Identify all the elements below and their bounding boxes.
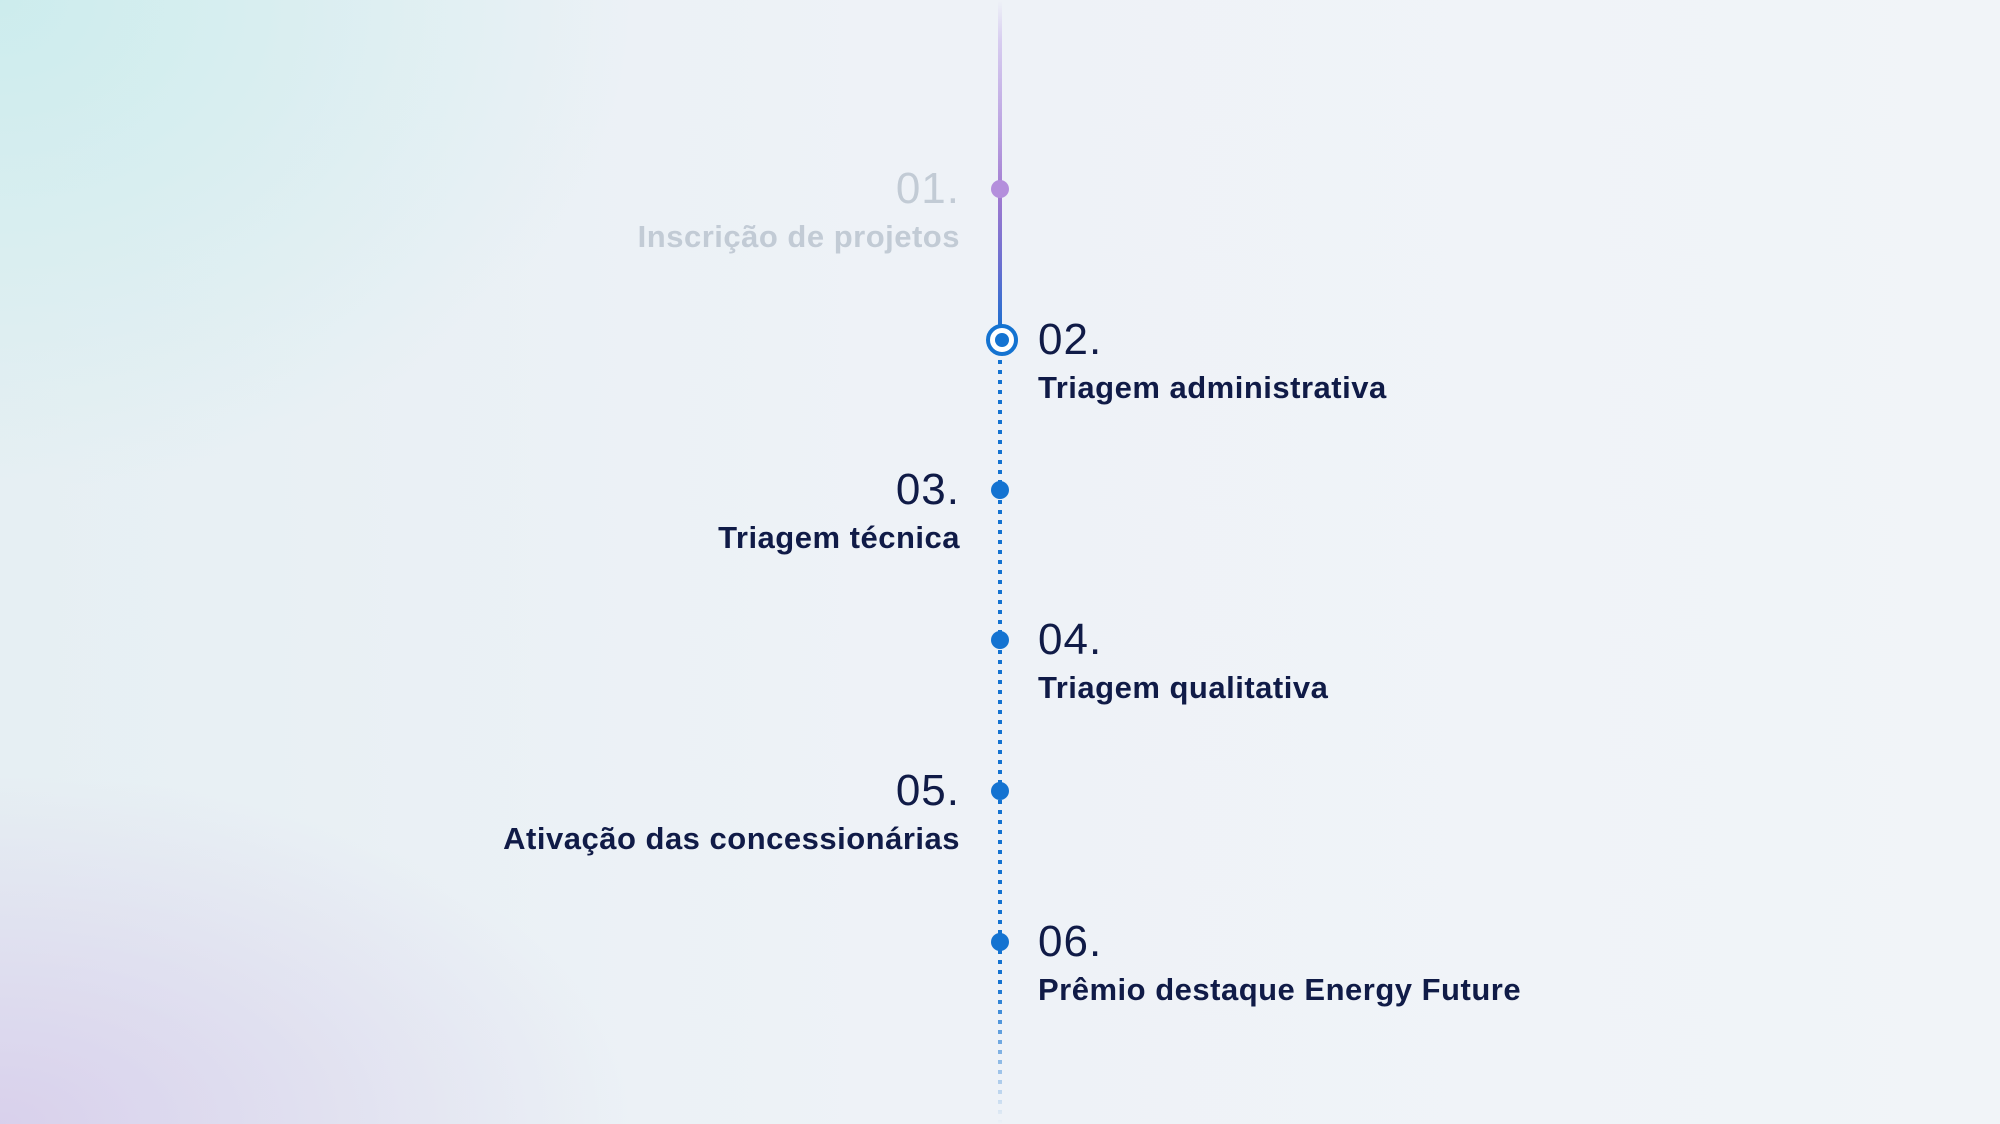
timeline-step-05: 05. Ativação das concessionárias [260,767,960,859]
step-label: Inscrição de projetos [637,219,960,254]
timeline-step-01: 01. Inscrição de projetos [260,165,960,257]
step-label: Prêmio destaque Energy Future [1038,972,1522,1007]
step-label: Triagem técnica [718,520,960,555]
step-number: 03. [895,465,960,514]
timeline-progress-line [998,0,1002,340]
step-number: 04. [1038,615,1103,664]
timeline-step-06: 06. Prêmio destaque Energy Future [1038,918,1738,1010]
step-06-marker [991,933,1009,951]
timeline-step-02: 02. Triagem administrativa [1038,316,1738,408]
step-number: 05. [895,766,960,815]
timeline-step-04: 04. Triagem qualitativa [1038,616,1738,708]
step-number: 02. [1038,315,1103,364]
timeline-step-03: 03. Triagem técnica [260,466,960,558]
step-03-marker [991,481,1009,499]
timeline-remaining-line [998,340,1002,1124]
step-01-marker [991,180,1009,198]
step-label: Triagem administrativa [1038,370,1387,405]
step-number: 06. [1038,917,1103,966]
step-04-marker [991,631,1009,649]
step-label: Ativação das concessionárias [503,821,960,856]
step-label: Triagem qualitativa [1038,670,1329,705]
step-02-current-marker [986,324,1018,356]
step-number: 01. [895,164,960,213]
step-05-marker [991,782,1009,800]
